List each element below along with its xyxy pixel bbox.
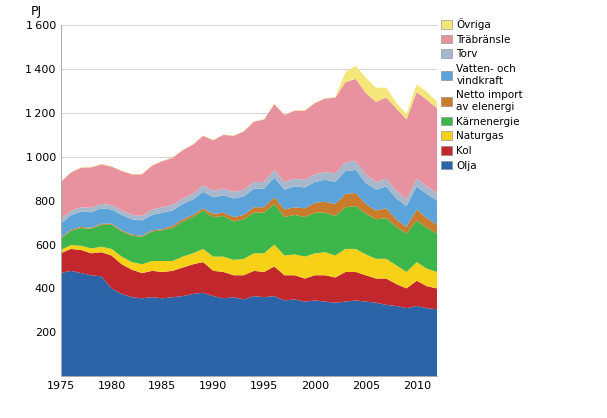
Legend: Övriga, Träbränsle, Torv, Vatten- och
vindkraft, Netto import
av elenergi, Kärne: Övriga, Träbränsle, Torv, Vatten- och vi… [441,18,523,171]
Text: PJ: PJ [30,5,42,18]
